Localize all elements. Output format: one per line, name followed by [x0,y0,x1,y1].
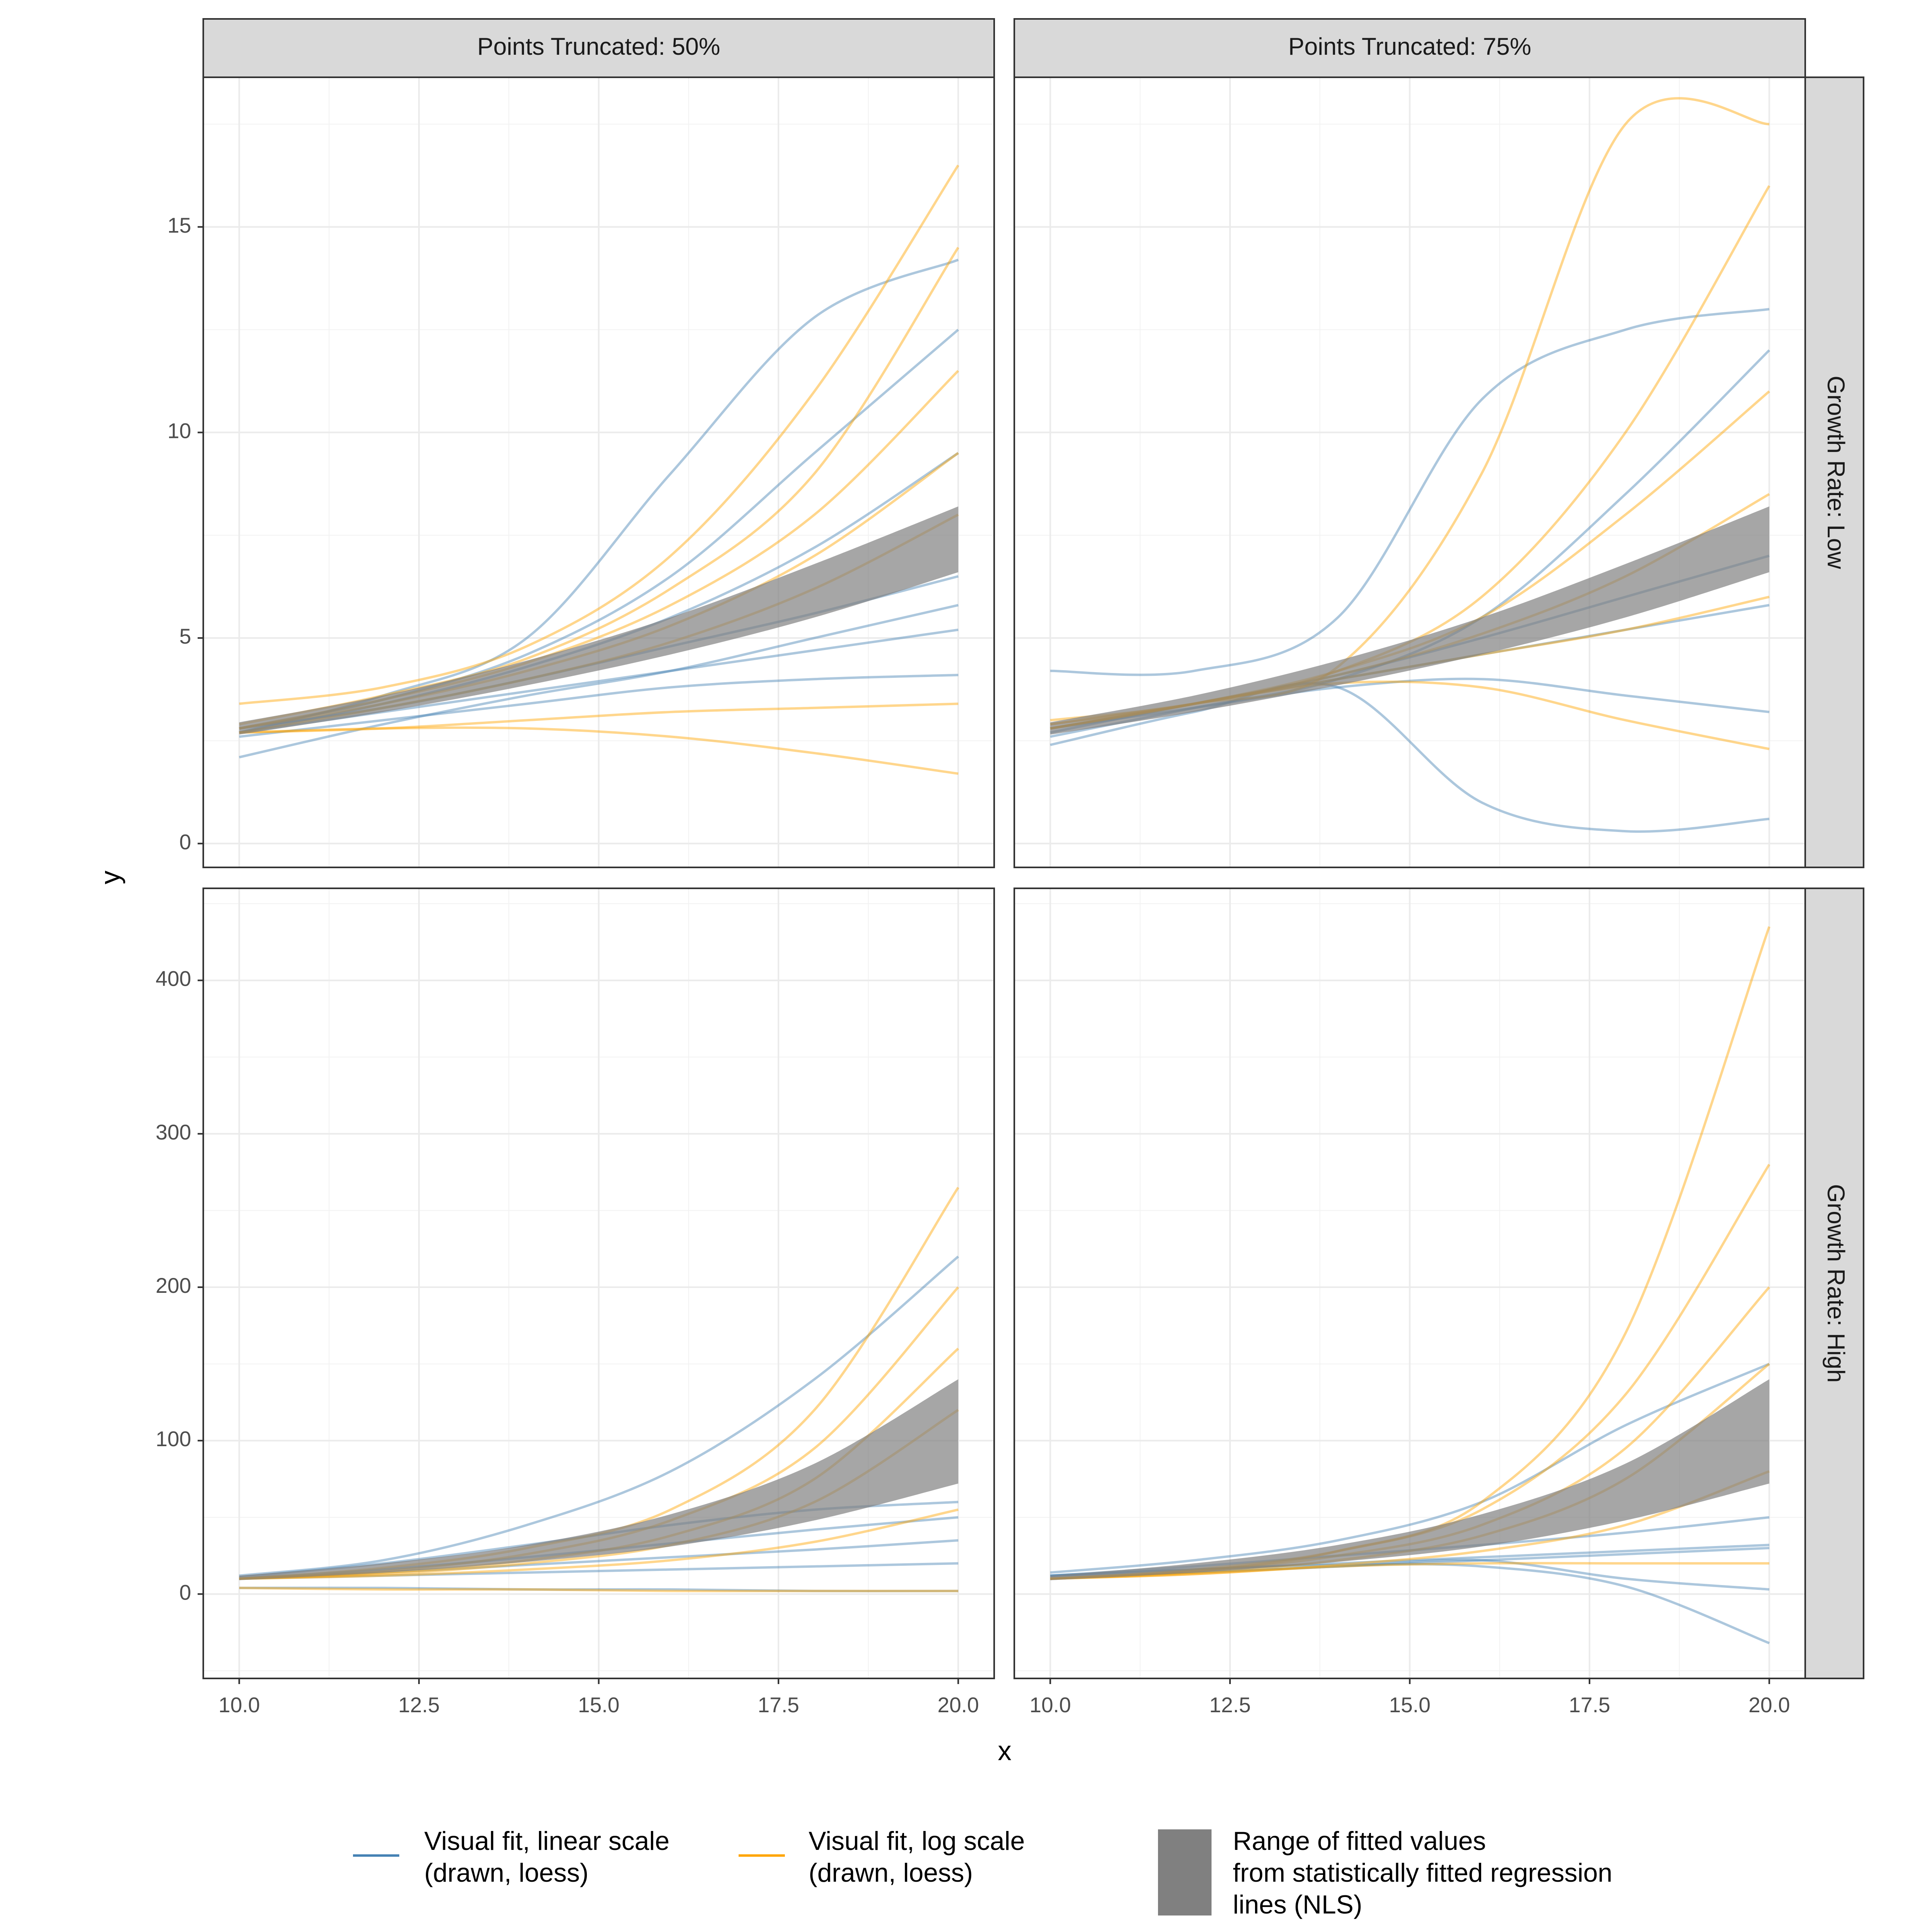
y-tick-label: 10 [167,419,191,443]
fit-line [239,604,959,759]
legend-label: from statistically fitted regression [1233,1858,1612,1887]
x-tick-label: 10.0 [1030,1693,1071,1717]
fitted-range [1050,1379,1769,1581]
legend-label: Visual fit, linear scale [424,1826,669,1856]
legend-label: lines (NLS) [1233,1890,1362,1919]
legend-label: Range of fitted values [1233,1826,1486,1856]
y-axis-title: y [95,871,126,884]
fit-line [1050,682,1769,833]
plot-area [1050,926,1771,1645]
y-tick-label: 200 [156,1274,191,1298]
strip-label: Growth Rate: High [1823,1184,1849,1383]
x-tick-label: 17.5 [758,1693,799,1717]
fit-line [239,1586,958,1593]
x-tick-label: 20.0 [1748,1693,1790,1717]
fit-line [239,726,959,775]
fitted-range [1050,506,1769,735]
strip-label: Points Truncated: 50% [477,33,720,60]
fit-line [1050,308,1770,676]
plot-area [239,1187,960,1593]
fitted-range [239,506,958,735]
strip-label: Growth Rate: Low [1823,376,1849,569]
plot-area [1050,97,1771,833]
y-tick-label: 0 [180,1581,191,1604]
y-tick-label: 15 [167,214,191,237]
y-tick-label: 300 [156,1121,191,1144]
panel-border [202,76,995,868]
x-tick-label: 20.0 [937,1693,979,1717]
fit-line [1050,1362,1770,1574]
x-tick-label: 10.0 [219,1693,260,1717]
fitted-range [239,1379,958,1581]
y-tick-label: 100 [156,1427,191,1451]
fit-line [1050,1562,1769,1580]
x-tick-label: 17.5 [1569,1693,1610,1717]
legend-label: Visual fit, log scale [809,1826,1025,1856]
x-tick-label: 15.0 [578,1693,619,1717]
fit-line [239,1587,958,1593]
legend-label: (drawn, loess) [424,1858,588,1887]
x-tick-label: 12.5 [1209,1693,1251,1717]
fit-line [239,1562,958,1580]
fit-line [239,1255,959,1577]
y-tick-label: 400 [156,967,191,991]
strip-label: Points Truncated: 75% [1288,33,1532,60]
y-tick-label: 0 [180,830,191,854]
y-tick-label: 5 [180,625,191,648]
strip [1804,888,1864,1679]
fit-line [239,164,960,705]
fit-line [239,674,958,738]
strip [1804,76,1864,868]
strip [202,18,995,78]
panel-border [1013,76,1806,868]
x-tick-label: 12.5 [398,1693,440,1717]
legend-label: (drawn, loess) [809,1858,973,1887]
fit-line [1050,1470,1770,1580]
legend-key [1158,1829,1212,1915]
plot-area [239,164,960,775]
strip [1013,18,1806,78]
fit-line [239,702,958,734]
x-axis-title: x [998,1736,1011,1766]
x-tick-label: 15.0 [1389,1693,1430,1717]
fit-line [239,1508,959,1580]
